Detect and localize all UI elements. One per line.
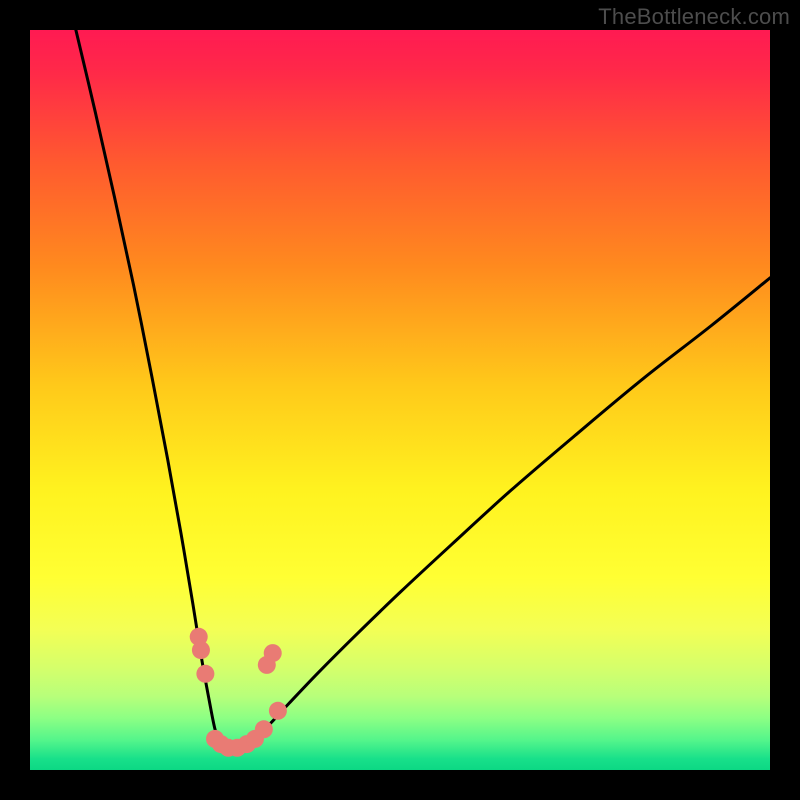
data-marker <box>192 641 210 659</box>
data-marker <box>264 644 282 662</box>
chart-frame: { "canvas": { "width": 800, "height": 80… <box>0 0 800 800</box>
watermark-text: TheBottleneck.com <box>598 4 790 30</box>
data-marker <box>196 665 214 683</box>
data-marker <box>255 720 273 738</box>
data-marker <box>269 702 287 720</box>
plot-background <box>30 30 770 770</box>
chart-svg <box>0 0 800 800</box>
